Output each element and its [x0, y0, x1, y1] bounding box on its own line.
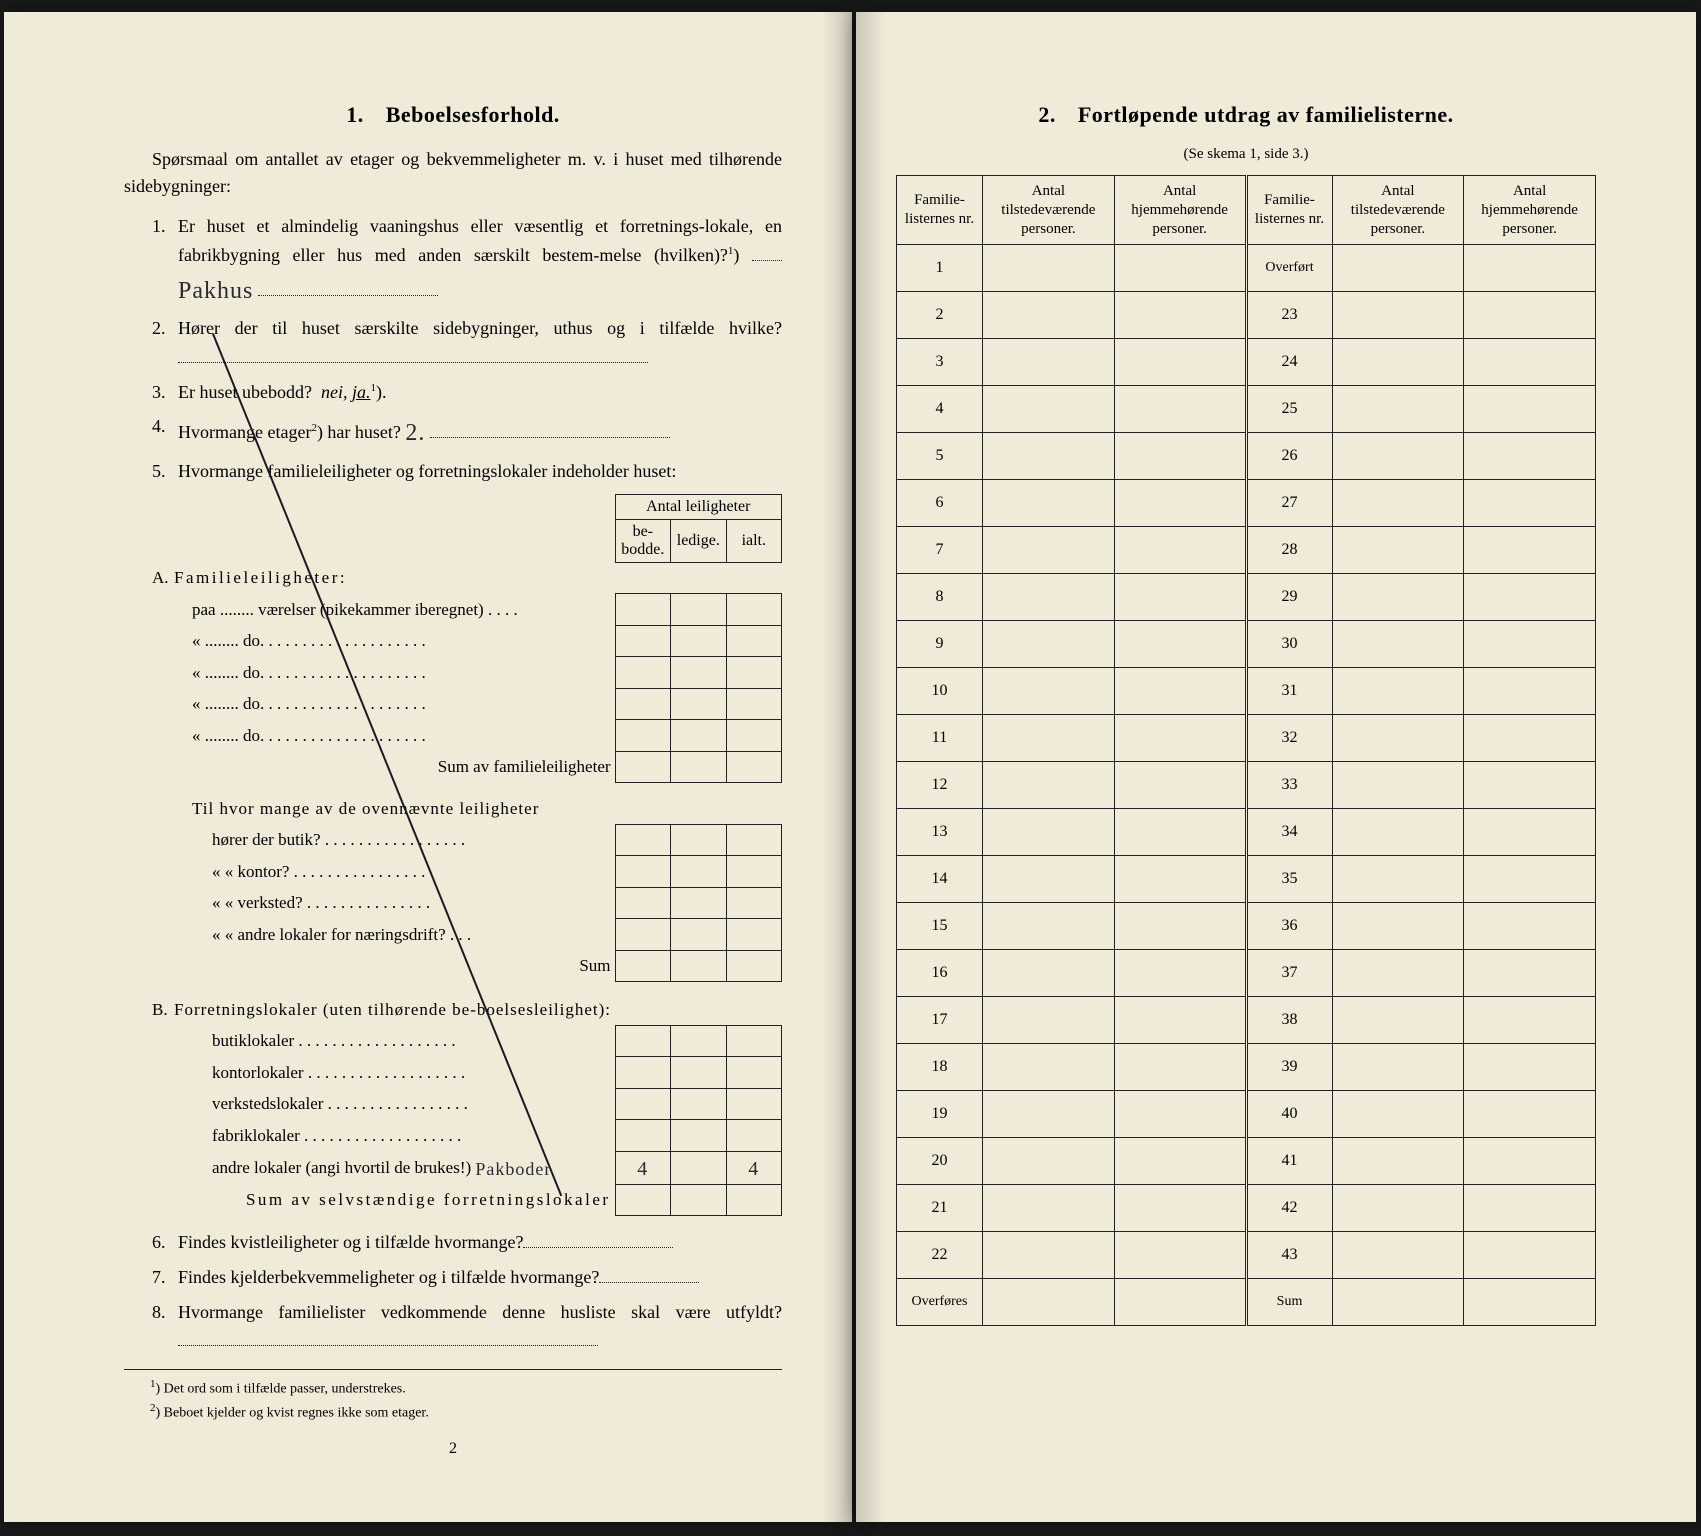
mini-h2: ledige. [671, 519, 727, 562]
question-6: 6. Findes kvistleiligheter og i tilfælde… [152, 1228, 782, 1257]
table-row: 2041 [897, 1138, 1596, 1185]
table-row: 1132 [897, 715, 1596, 762]
table-row: 526 [897, 433, 1596, 480]
table-row: 1536 [897, 903, 1596, 950]
question-4: 4. Hvormange etager2) har huset? 2. [152, 412, 782, 450]
section-1-title: Beboelsesforhold. [386, 102, 560, 127]
question-list-2: 6. Findes kvistleiligheter og i tilfælde… [152, 1228, 782, 1355]
th-belong-r: Antal hjemmehørende personer. [1464, 176, 1596, 245]
table-row: 2142 [897, 1185, 1596, 1232]
family-extract-table: Familie-listernes nr. Antal tilstedevære… [896, 175, 1596, 1326]
section-1-heading: 1. Beboelsesforhold. [124, 102, 782, 128]
table-row: 1Overført [897, 245, 1596, 292]
table-row: 1940 [897, 1091, 1596, 1138]
b-count-b: 4 [748, 1158, 759, 1181]
th-present-r: Antal tilstedeværende personer. [1332, 176, 1464, 245]
table-row: 425 [897, 386, 1596, 433]
mini-h3: ialt. [726, 519, 781, 562]
table-row: 1334 [897, 809, 1596, 856]
mini-h1: be- bodde. [615, 519, 671, 562]
table-row: 829 [897, 574, 1596, 621]
section-1-intro: Spørsmaal om antallet av etager og bekve… [124, 146, 782, 200]
table-row: 324 [897, 339, 1596, 386]
apartments-table-wrap: Antal leiligheter be- bodde. ledige. ial… [152, 494, 782, 1217]
table-row: 1031 [897, 668, 1596, 715]
question-3: 3. Er huset ubebodd? nei, ja.1). [152, 378, 782, 407]
section-2-subref: (Se skema 1, side 3.) [896, 146, 1596, 163]
th-present-l: Antal tilstedeværende personer. [983, 176, 1115, 245]
section-2-number: 2. [1038, 102, 1056, 127]
footnotes: 1) Det ord som i tilfælde passer, unders… [124, 1369, 782, 1423]
page-left: 1. Beboelsesforhold. Spørsmaal om antall… [4, 12, 852, 1522]
section-b-title: B.Forretningslokaler (uten tilhørende be… [152, 994, 615, 1026]
page-number-left: 2 [124, 1440, 782, 1458]
question-5: 5. Hvormange familieleiligheter og forre… [152, 457, 782, 486]
section-a-title: A.Familieleiligheter: [152, 562, 615, 594]
b-count-a: 4 [637, 1158, 648, 1181]
table-row: 627 [897, 480, 1596, 527]
section-2-heading: 2. Fortløpende utdrag av familielisterne… [896, 102, 1596, 128]
q1-answer-handwriting: Pakhus [178, 272, 253, 310]
mini-header-top: Antal leiligheter [615, 494, 781, 519]
section-2-title: Fortløpende utdrag av familielisterne. [1078, 102, 1454, 127]
b-hand-note: Pakboder [475, 1156, 551, 1183]
question-7: 7. Findes kjelderbekvemmeligheter og i t… [152, 1263, 782, 1292]
apartments-table: Antal leiligheter be- bodde. ledige. ial… [152, 494, 782, 1217]
table-row: 1738 [897, 997, 1596, 1044]
table-row: 1233 [897, 762, 1596, 809]
th-nr-l: Familie-listernes nr. [897, 176, 983, 245]
table-row: 930 [897, 621, 1596, 668]
question-1: 1. Er huset et almindelig vaaningshus el… [152, 212, 782, 308]
th-nr-r: Familie-listernes nr. [1246, 176, 1332, 245]
question-2: 2. Hører der til huset særskilte sidebyg… [152, 314, 782, 372]
question-8: 8. Hvormange familielister vedkommende d… [152, 1298, 782, 1356]
table-row: 1839 [897, 1044, 1596, 1091]
table-row: 2243 [897, 1232, 1596, 1279]
document-spread: 1. Beboelsesforhold. Spørsmaal om antall… [0, 0, 1701, 1536]
section-1-number: 1. [346, 102, 364, 127]
th-belong-l: Antal hjemmehørende personer. [1114, 176, 1246, 245]
table-row: OverføresSum [897, 1279, 1596, 1326]
table-row: 1435 [897, 856, 1596, 903]
table-row: 728 [897, 527, 1596, 574]
table-row: 1637 [897, 950, 1596, 997]
table-row: 223 [897, 292, 1596, 339]
page-right: 2. Fortløpende utdrag av familielisterne… [856, 12, 1696, 1522]
q4-answer-handwriting: 2. [405, 414, 425, 452]
question-list: 1. Er huset et almindelig vaaningshus el… [152, 212, 782, 486]
